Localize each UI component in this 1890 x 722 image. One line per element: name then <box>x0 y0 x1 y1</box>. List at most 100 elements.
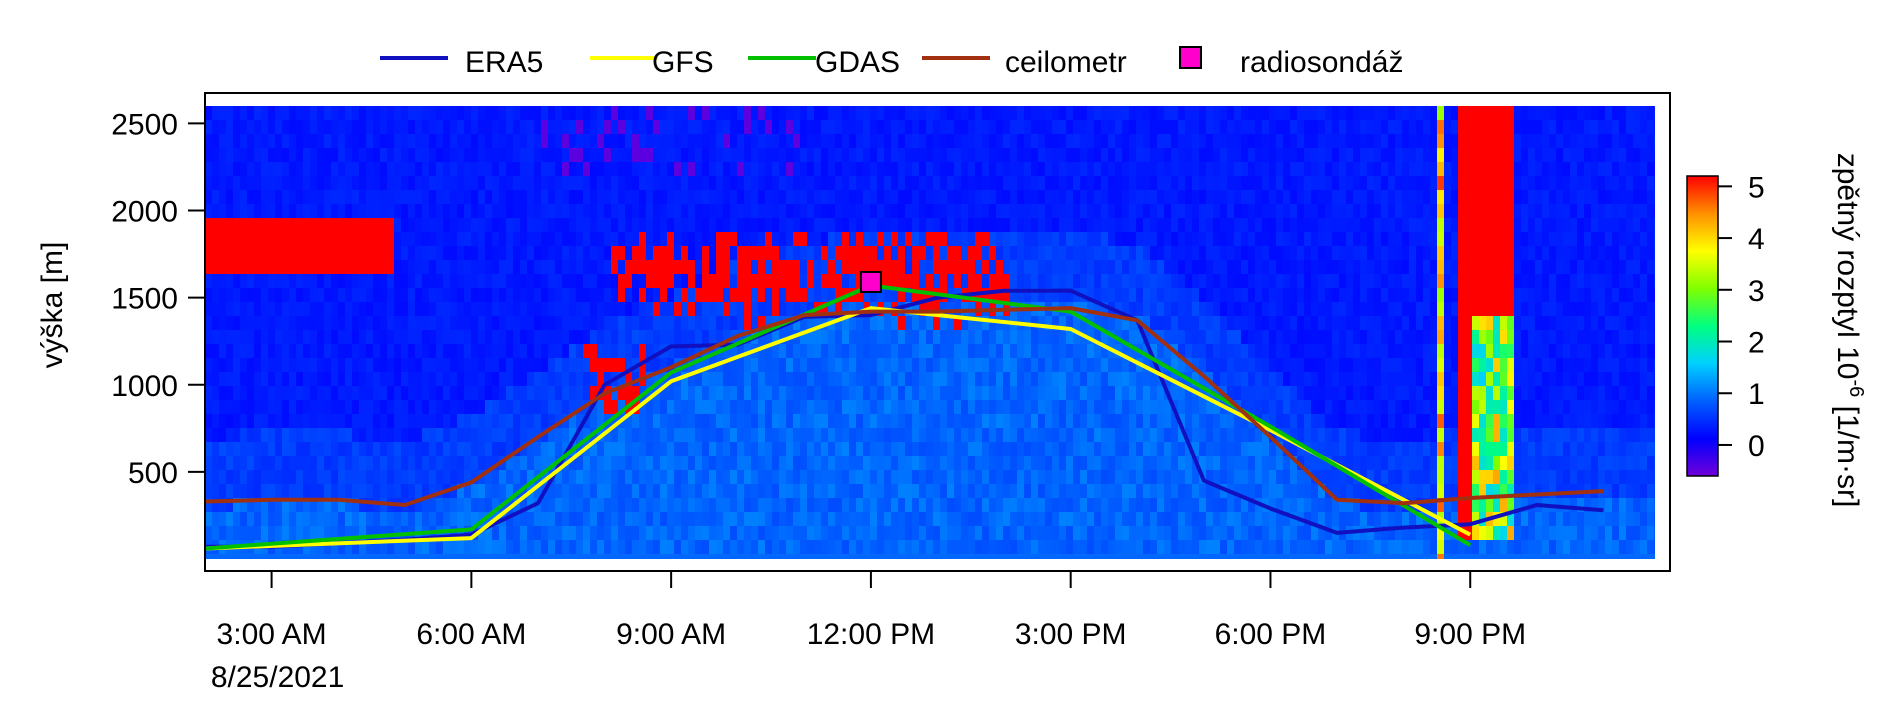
heatmap-cell <box>744 414 752 429</box>
heatmap-cell <box>310 428 318 443</box>
heatmap-cell <box>1066 316 1074 331</box>
heatmap-cell <box>695 526 703 541</box>
heatmap-cell <box>772 386 780 401</box>
heatmap-cell <box>891 148 899 163</box>
heatmap-cell <box>1115 260 1123 275</box>
heatmap-cell <box>1213 190 1221 205</box>
heatmap-cell <box>394 470 402 485</box>
heatmap-cell <box>471 554 479 559</box>
heatmap-cell <box>625 554 633 559</box>
heatmap-cell <box>541 316 549 331</box>
heatmap-cell <box>646 330 654 345</box>
heatmap-cell <box>632 470 640 485</box>
heatmap-cell <box>947 330 955 345</box>
heatmap-cell <box>779 148 787 163</box>
heatmap-cell <box>422 512 430 527</box>
heatmap-cell <box>947 190 955 205</box>
heatmap-cell <box>905 204 913 219</box>
heatmap-cell <box>415 204 423 219</box>
heatmap-cell <box>646 414 654 429</box>
heatmap-cell <box>289 526 297 541</box>
heatmap-cell <box>1178 428 1186 443</box>
heatmap-cell <box>310 120 318 135</box>
heatmap-cell <box>702 386 710 401</box>
heatmap-cell <box>1199 120 1207 135</box>
heatmap-cell <box>1227 190 1235 205</box>
heatmap-cell <box>1220 358 1228 373</box>
heatmap-cell <box>1213 386 1221 401</box>
heatmap-cell <box>933 526 941 541</box>
heatmap-cell <box>961 358 969 373</box>
heatmap-cell <box>989 120 997 135</box>
heatmap-cell <box>1003 470 1011 485</box>
heatmap-cell <box>303 260 311 275</box>
heatmap-cell <box>373 302 381 317</box>
heatmap-cell <box>422 414 430 429</box>
heatmap-cell <box>1262 134 1270 149</box>
heatmap-cell <box>597 302 605 317</box>
heatmap-cell <box>632 190 640 205</box>
heatmap-cell <box>611 498 619 513</box>
heatmap-cell <box>709 232 717 247</box>
heatmap-cell <box>744 554 752 559</box>
heatmap-cell <box>429 470 437 485</box>
heatmap-cell <box>737 554 745 559</box>
heatmap-cell <box>422 190 430 205</box>
heatmap-cell <box>653 302 661 317</box>
heatmap-cell <box>373 526 381 541</box>
heatmap-cell <box>653 344 661 359</box>
heatmap-cell <box>1031 246 1039 261</box>
heatmap-cell <box>345 526 353 541</box>
heatmap-cell <box>975 526 983 541</box>
heatmap-cell <box>1255 484 1263 499</box>
heatmap-cell <box>681 176 689 191</box>
heatmap-cell <box>982 540 990 555</box>
heatmap-cell <box>590 148 598 163</box>
heatmap-cell <box>1108 176 1116 191</box>
heatmap-cell <box>205 260 213 275</box>
heatmap-cell <box>513 316 521 331</box>
heatmap-cell <box>807 386 815 401</box>
heatmap-cell <box>793 288 801 303</box>
heatmap-cell <box>1255 358 1263 373</box>
heatmap-cell <box>737 176 745 191</box>
heatmap-cell <box>1129 442 1137 457</box>
heatmap-cell <box>331 498 339 513</box>
heatmap-cell <box>471 148 479 163</box>
heatmap-cell <box>492 260 500 275</box>
heatmap-cell <box>317 204 325 219</box>
heatmap-cell <box>842 190 850 205</box>
heatmap-cell <box>912 190 920 205</box>
heatmap-cell <box>485 470 493 485</box>
heatmap-cell <box>1024 470 1032 485</box>
heatmap-cell <box>233 106 241 121</box>
heatmap-cell <box>1255 204 1263 219</box>
heatmap-cell <box>212 190 220 205</box>
heatmap-cell <box>422 106 430 121</box>
heatmap-cell <box>968 540 976 555</box>
heatmap-cell <box>492 442 500 457</box>
heatmap-cell <box>1255 512 1263 527</box>
heatmap-cell <box>527 204 535 219</box>
heatmap-cell <box>1234 316 1242 331</box>
heatmap-cell <box>1136 260 1144 275</box>
heatmap-cell <box>576 190 584 205</box>
heatmap-cell <box>646 470 654 485</box>
heatmap-cell <box>583 330 591 345</box>
heatmap-cell <box>226 386 234 401</box>
heatmap-cell <box>821 498 829 513</box>
heatmap-cell <box>471 246 479 261</box>
heatmap-cell <box>485 414 493 429</box>
heatmap-cell <box>625 274 633 289</box>
heatmap-cell <box>569 120 577 135</box>
heatmap-cell <box>408 260 416 275</box>
heatmap-cell <box>310 442 318 457</box>
heatmap-cell <box>912 330 920 345</box>
heatmap-cell <box>800 484 808 499</box>
heatmap-cell <box>639 330 647 345</box>
heatmap-cell <box>1227 456 1235 471</box>
heatmap-cell <box>632 344 640 359</box>
heatmap-cell <box>219 260 227 275</box>
heatmap-cell <box>1220 190 1228 205</box>
heatmap-cell <box>212 218 220 233</box>
